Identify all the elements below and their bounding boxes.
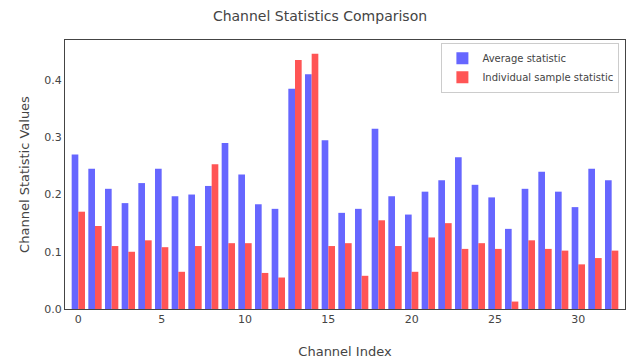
svg-text:Individual sample statistic: Individual sample statistic <box>482 72 613 83</box>
svg-text:0: 0 <box>75 313 82 326</box>
svg-text:0.0: 0.0 <box>44 303 62 316</box>
svg-text:0.3: 0.3 <box>44 131 62 144</box>
svg-text:0.2: 0.2 <box>44 188 62 201</box>
svg-text:30: 30 <box>571 313 585 326</box>
svg-text:15: 15 <box>321 313 335 326</box>
svg-text:0.1: 0.1 <box>44 246 62 259</box>
svg-text:Channel Index: Channel Index <box>298 344 392 359</box>
svg-text:Average statistic: Average statistic <box>482 53 566 64</box>
svg-text:25: 25 <box>488 313 502 326</box>
svg-text:0.4: 0.4 <box>44 74 62 87</box>
svg-text:10: 10 <box>238 313 252 326</box>
svg-text:5: 5 <box>158 313 165 326</box>
svg-text:Channel Statistics Comparison: Channel Statistics Comparison <box>213 8 427 24</box>
svg-text:20: 20 <box>405 313 419 326</box>
svg-text:Channel Statistic Values: Channel Statistic Values <box>17 96 32 253</box>
